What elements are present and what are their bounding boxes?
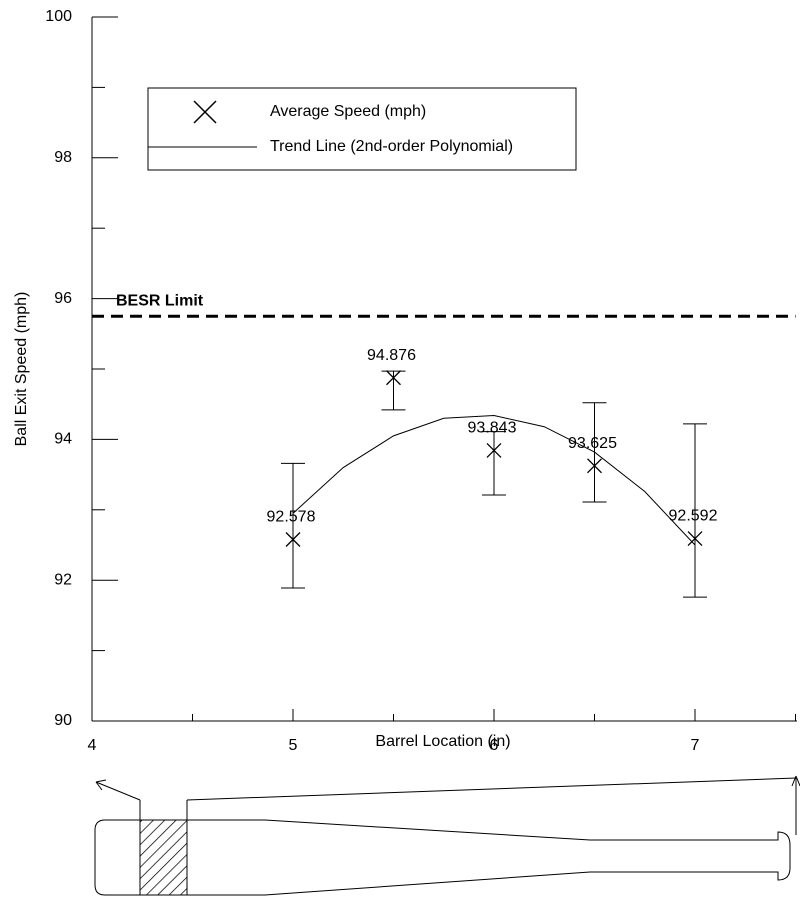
data-point	[587, 458, 602, 474]
y-tick-label: 100	[45, 8, 72, 25]
data-point	[486, 442, 502, 458]
y-tick-label: 94	[54, 431, 72, 448]
error-bar	[482, 431, 506, 496]
error-bar	[683, 423, 707, 598]
data-label: 94.876	[367, 347, 416, 364]
y-tick-label: 90	[54, 712, 72, 729]
data-label: 93.625	[568, 435, 617, 452]
error-bar	[281, 462, 305, 589]
data-label: 93.843	[468, 420, 517, 437]
legend-marker	[193, 100, 217, 124]
data-point	[285, 532, 301, 547]
trend-line	[292, 414, 696, 546]
x-tick-label: 6	[490, 737, 499, 754]
data-point	[687, 531, 703, 546]
x-tick-label: 7	[691, 737, 700, 754]
x-tick-label: 4	[88, 737, 97, 754]
error-bar	[582, 402, 607, 503]
y-tick-label: 98	[54, 149, 72, 166]
legend-label: Trend Line (2nd-order Polynomial)	[270, 138, 513, 155]
x-tick-label: 5	[289, 737, 298, 754]
reference-label: BESR Limit	[116, 292, 204, 309]
legend	[147, 87, 577, 171]
x-axis-label: Barrel Location (in)	[375, 733, 510, 750]
legend-label: Average Speed (mph)	[270, 103, 426, 120]
bat-diagram	[94, 775, 800, 896]
data-label: 92.592	[669, 508, 718, 525]
data-label: 92.578	[267, 509, 316, 526]
y-tick-label: 92	[54, 571, 72, 588]
y-axis-label: Ball Exit Speed (mph)	[13, 292, 30, 447]
y-tick-label: 96	[54, 290, 72, 307]
data-point	[386, 370, 401, 386]
